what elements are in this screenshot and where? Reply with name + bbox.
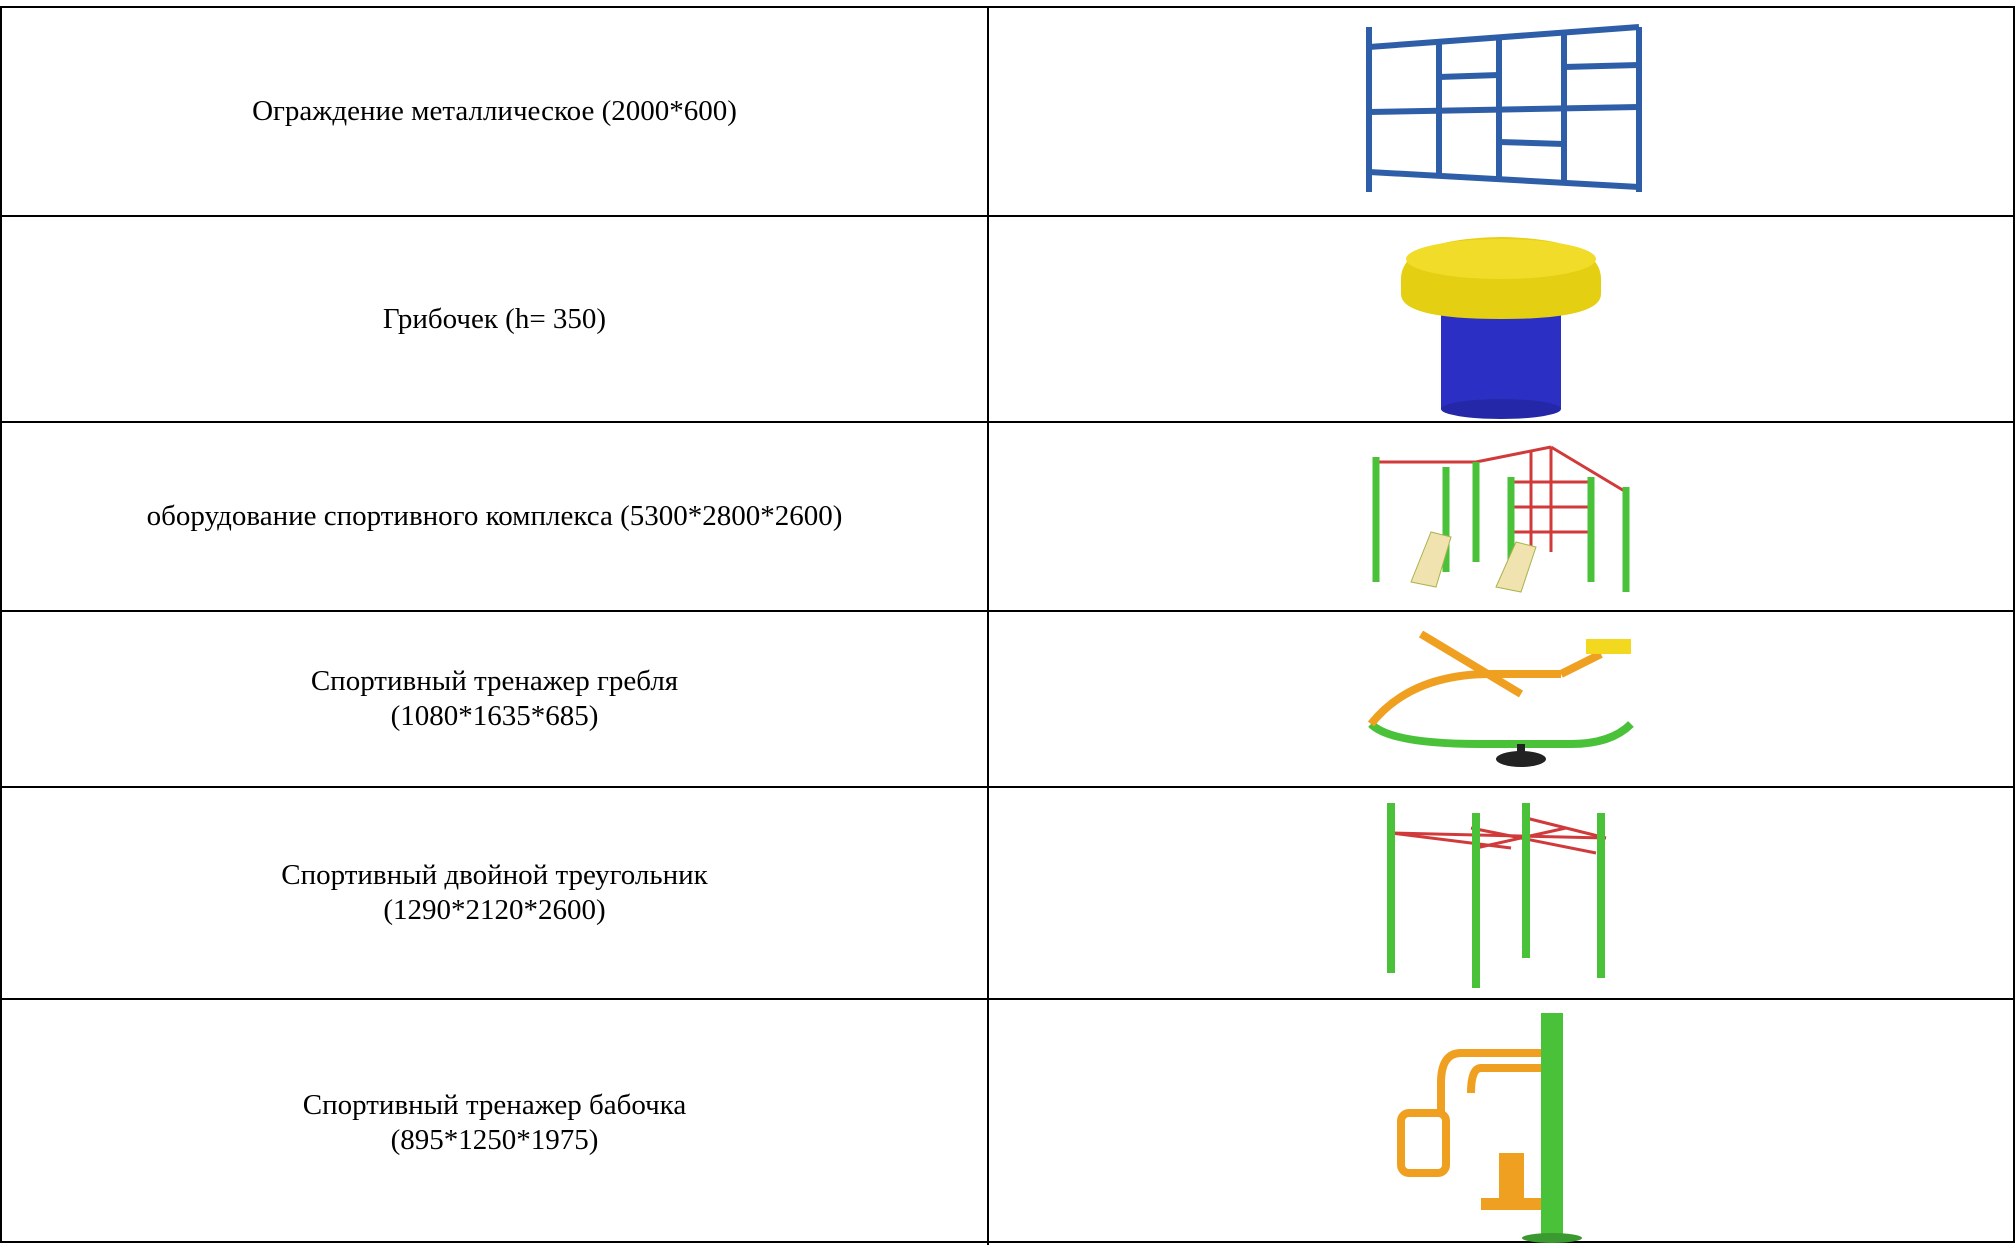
- fence-image: [1365, 23, 1642, 192]
- cell-text: Ограждение металлическое (2000*600): [252, 95, 737, 128]
- name-cell: Спортивный тренажер бабочка (895*1250*19…: [2, 1000, 989, 1245]
- name-cell: Спортивный двойной треугольник (1290*212…: [2, 788, 989, 998]
- cell-text: Спортивный тренажер гребля: [310, 665, 679, 698]
- table-row: Спортивный тренажер бабочка (895*1250*19…: [2, 1000, 2013, 1245]
- cell-text: (895*1250*1975): [390, 1123, 599, 1156]
- cell-text: (1290*2120*2600): [383, 894, 606, 926]
- equipment-table: Ограждение металлическое (2000*600) Гриб…: [0, 6, 2015, 1245]
- butterfly-image: [1397, 1012, 1582, 1243]
- table-row: Ограждение металлическое (2000*600): [2, 8, 2013, 217]
- image-cell: [989, 788, 2013, 998]
- triangle-image: [1387, 803, 1607, 988]
- rowing-image: [1367, 630, 1634, 767]
- cell-text: оборудование спортивного комплекса (5300…: [146, 500, 843, 533]
- cell-text: Грибочек (h= 350): [382, 302, 607, 335]
- name-cell: Грибочек (h= 350): [2, 217, 989, 421]
- image-cell: [989, 217, 2013, 421]
- image-cell: [989, 423, 2013, 610]
- table-row: Спортивный тренажер гребля (1080*1635*68…: [2, 612, 2013, 788]
- name-cell: оборудование спортивного комплекса (5300…: [2, 423, 989, 610]
- mushroom-image: [1401, 237, 1601, 419]
- image-cell: [989, 1000, 2013, 1245]
- cell-text: Спортивный двойной треугольник: [281, 859, 708, 892]
- sport-complex-image: [1372, 445, 1630, 593]
- table-row: оборудование спортивного комплекса (5300…: [2, 423, 2013, 612]
- image-cell: [989, 612, 2013, 786]
- image-cell: [989, 8, 2013, 215]
- name-cell: Спортивный тренажер гребля (1080*1635*68…: [2, 612, 989, 786]
- cell-text: (1080*1635*685): [390, 700, 599, 732]
- name-cell: Ограждение металлическое (2000*600): [2, 8, 989, 215]
- table-row: Грибочек (h= 350): [2, 217, 2013, 423]
- cell-text: Спортивный тренажер бабочка: [302, 1088, 687, 1121]
- table-row: Спортивный двойной треугольник (1290*212…: [2, 788, 2013, 1000]
